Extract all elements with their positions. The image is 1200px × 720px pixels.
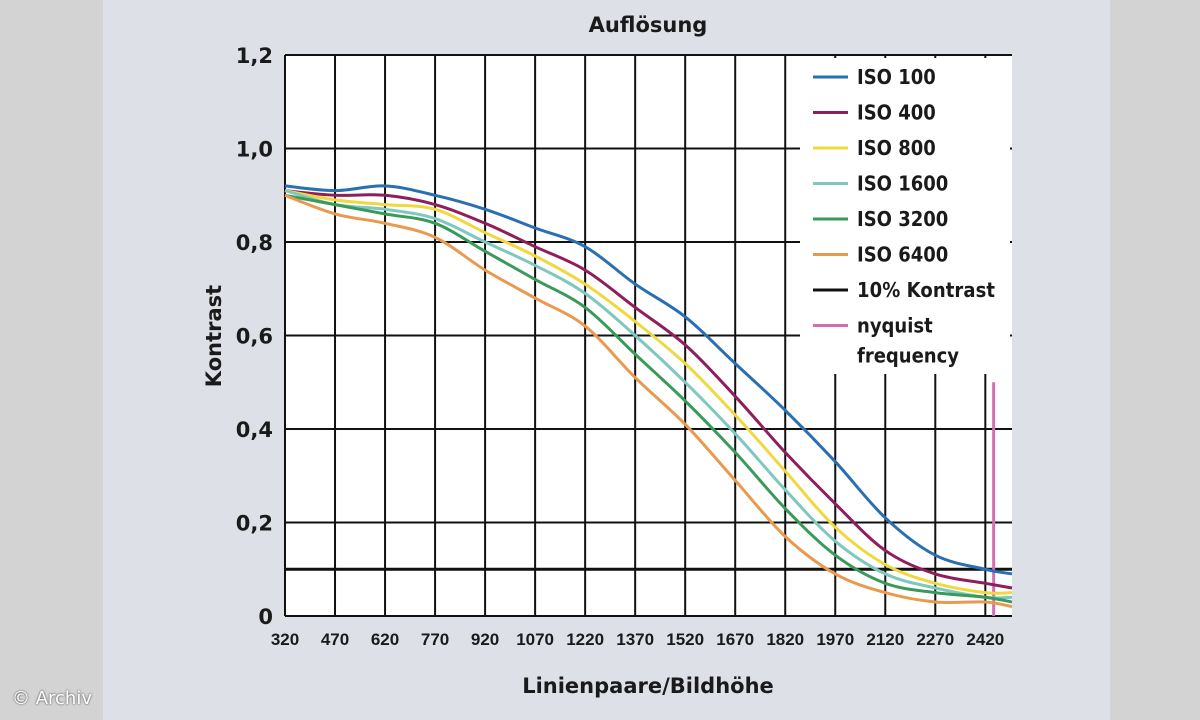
legend-label-nyquist-frequency-2: frequency bbox=[857, 344, 959, 368]
x-tick-label-770: 770 bbox=[421, 630, 449, 649]
legend-label-nyquist-frequency-1: nyquist bbox=[857, 314, 933, 338]
series-iso-100 bbox=[284, 184, 1013, 576]
copyright-credit: © Archiv bbox=[12, 688, 92, 709]
y-tick-label-0-4: 0,4 bbox=[236, 418, 273, 442]
reference-lines bbox=[285, 382, 1012, 616]
y-axis-label: Kontrast bbox=[202, 285, 226, 387]
y-tick-label-0: 0 bbox=[258, 605, 273, 629]
x-tick-label-2120: 2120 bbox=[866, 630, 904, 649]
legend-label-iso-400: ISO 400 bbox=[857, 101, 936, 125]
series-lines bbox=[284, 184, 1013, 609]
y-tick-label-1-0: 1,0 bbox=[236, 138, 273, 162]
legend-label-10-kontrast: 10% Kontrast bbox=[857, 278, 995, 302]
y-tick-label-0-2: 0,2 bbox=[236, 512, 273, 536]
x-tick-label-1670: 1670 bbox=[716, 630, 754, 649]
legend: ISO 100 ISO 400 ISO 800 ISO 1600 ISO 3200 ISO… bbox=[813, 65, 995, 368]
series-iso-6400 bbox=[284, 193, 1013, 609]
x-axis-tick-labels: 320 470 620 770 920 1070 1220 1370 1520 1670 1820 1… bbox=[271, 630, 1004, 649]
x-tick-label-1370: 1370 bbox=[616, 630, 654, 649]
legend-label-iso-800: ISO 800 bbox=[857, 136, 936, 160]
x-tick-label-2420: 2420 bbox=[966, 630, 1004, 649]
legend-label-iso-6400: ISO 6400 bbox=[857, 243, 948, 267]
series-iso-1600 bbox=[284, 189, 1013, 600]
x-tick-label-470: 470 bbox=[321, 630, 349, 649]
y-tick-label-1-2: 1,2 bbox=[236, 44, 273, 68]
x-tick-label-1070: 1070 bbox=[516, 630, 554, 649]
x-tick-label-1970: 1970 bbox=[816, 630, 854, 649]
y-axis-tick-labels: 0 0,2 0,4 0,6 0,8 1,0 1,2 bbox=[236, 44, 273, 629]
x-tick-label-1520: 1520 bbox=[666, 630, 704, 649]
y-tick-label-0-8: 0,8 bbox=[236, 231, 273, 255]
series-iso-3200 bbox=[284, 193, 1013, 604]
x-tick-label-620: 620 bbox=[371, 630, 399, 649]
legend-box bbox=[800, 58, 1010, 374]
legend-label-iso-1600: ISO 1600 bbox=[857, 172, 948, 196]
x-tick-label-2270: 2270 bbox=[916, 630, 954, 649]
series-iso-800 bbox=[284, 189, 1013, 595]
x-tick-label-1220: 1220 bbox=[566, 630, 604, 649]
legend-label-iso-3200: ISO 3200 bbox=[857, 207, 948, 231]
legend-label-iso-100: ISO 100 bbox=[857, 65, 936, 89]
x-tick-label-320: 320 bbox=[271, 630, 299, 649]
series-iso-400 bbox=[284, 189, 1013, 590]
x-tick-label-920: 920 bbox=[471, 630, 499, 649]
x-tick-label-1820: 1820 bbox=[766, 630, 804, 649]
x-axis-label: Linienpaare/Bildhöhe bbox=[522, 674, 774, 698]
chart-title: Auflösung bbox=[589, 13, 708, 37]
y-tick-label-0-6: 0,6 bbox=[236, 325, 273, 349]
